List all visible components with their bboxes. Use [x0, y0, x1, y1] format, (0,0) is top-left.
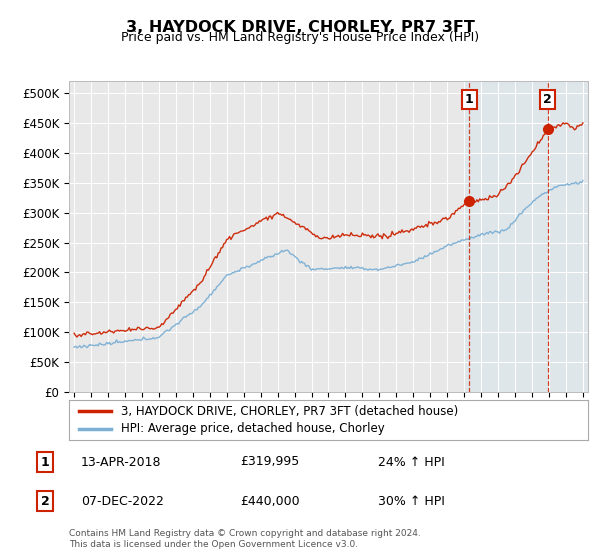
Text: 07-DEC-2022: 07-DEC-2022 [81, 494, 164, 508]
Text: Price paid vs. HM Land Registry's House Price Index (HPI): Price paid vs. HM Land Registry's House … [121, 31, 479, 44]
Text: 30% ↑ HPI: 30% ↑ HPI [378, 494, 445, 508]
Text: 2: 2 [41, 494, 49, 508]
Text: Contains HM Land Registry data © Crown copyright and database right 2024.: Contains HM Land Registry data © Crown c… [69, 529, 421, 538]
Text: £440,000: £440,000 [240, 494, 299, 508]
Text: 1: 1 [465, 92, 473, 106]
Text: 3, HAYDOCK DRIVE, CHORLEY, PR7 3FT: 3, HAYDOCK DRIVE, CHORLEY, PR7 3FT [125, 20, 475, 35]
Text: HPI: Average price, detached house, Chorley: HPI: Average price, detached house, Chor… [121, 422, 385, 435]
Bar [464, 81, 588, 392]
Text: This data is licensed under the Open Government Licence v3.0.: This data is licensed under the Open Gov… [69, 540, 358, 549]
Text: 1: 1 [41, 455, 49, 469]
Text: 2: 2 [543, 92, 552, 106]
Text: 3, HAYDOCK DRIVE, CHORLEY, PR7 3FT (detached house): 3, HAYDOCK DRIVE, CHORLEY, PR7 3FT (deta… [121, 405, 458, 418]
Text: £319,995: £319,995 [240, 455, 299, 469]
Text: 24% ↑ HPI: 24% ↑ HPI [378, 455, 445, 469]
Text: 13-APR-2018: 13-APR-2018 [81, 455, 161, 469]
